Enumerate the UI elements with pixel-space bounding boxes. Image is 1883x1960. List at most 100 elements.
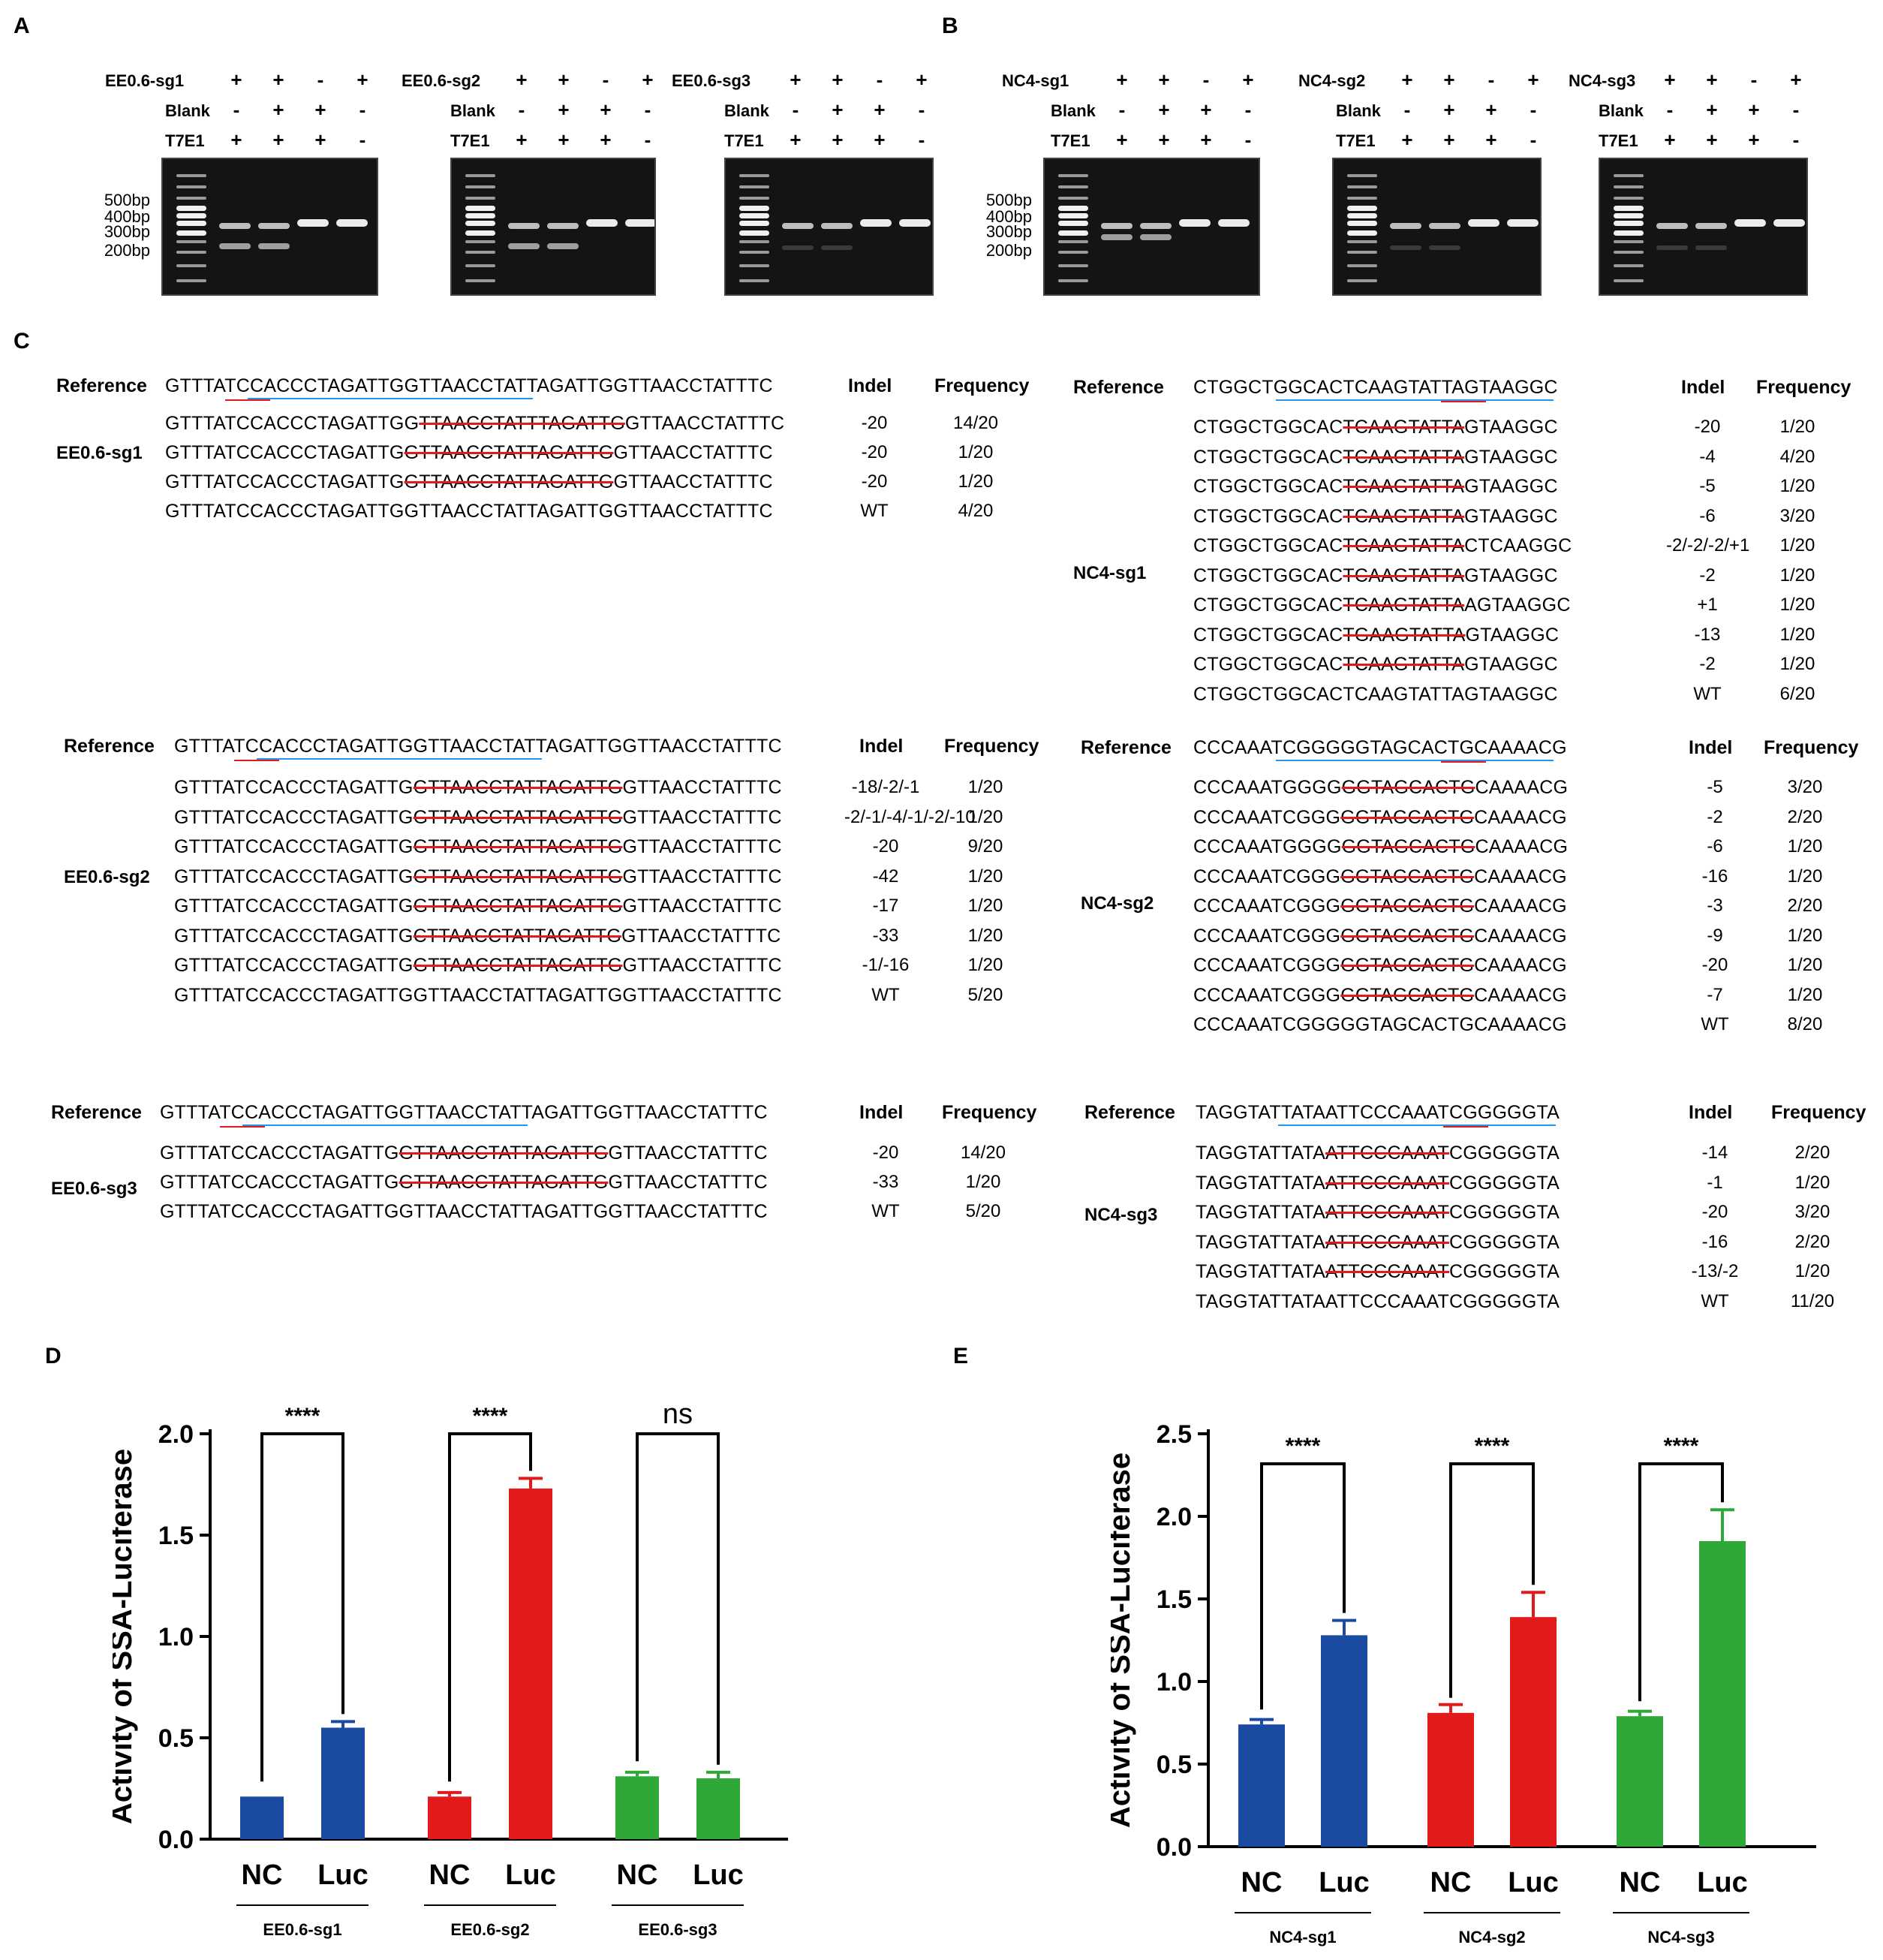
seq-part: CAAAACG	[1474, 925, 1567, 947]
cleaved-band	[547, 243, 579, 249]
frequency-header: Frequency	[944, 736, 1039, 757]
gel-sign: -	[1202, 68, 1210, 91]
seq-part: GTTAACCTATTTC	[613, 471, 773, 492]
ladder-band	[176, 251, 206, 254]
gel-image	[1043, 158, 1260, 296]
seq-part: GTTTATCCACCCTAGATTGG	[165, 413, 420, 434]
cleaved-band	[219, 243, 251, 249]
frequency-value: 1/20	[958, 471, 994, 492]
seq-part: CCCAAATCGGG	[1193, 984, 1341, 1006]
seq-part: GTTTATCCACCCTAGATTG	[174, 955, 414, 976]
ladder-band	[739, 197, 769, 200]
gel-sign: -	[1403, 98, 1411, 121]
allele-sequence: CTGGCTGGCACTCAAGTATTAGTAAGGC	[1193, 654, 1558, 676]
deleted-bases: GTTAACCTATTAGATTG	[413, 866, 623, 887]
y-tick-label: 0.5	[1157, 1751, 1192, 1779]
pam-underline	[234, 760, 279, 761]
indel-value: -4	[1699, 446, 1716, 467]
deleted-bases: TCAAGTATTA	[1343, 654, 1465, 675]
allele-sequence: CTGGCTGGCACTCAAGTATTAGTAAGGC	[1193, 506, 1558, 528]
frequency-value: 1/20	[1779, 654, 1815, 674]
seq-part: GTTTATCCACCCTAGATTG	[160, 1172, 399, 1193]
indel-value: -2/-1/-4/-1/-2/-10	[844, 806, 976, 827]
sample-band	[547, 223, 579, 229]
gel-t7e1-label: T7E1	[1051, 131, 1090, 150]
x-tick-label: Luc	[505, 1859, 556, 1891]
significance-label: ns	[663, 1398, 693, 1430]
seq-part: CAAAACG	[1475, 836, 1569, 857]
seq-part: TAGGTATTATA	[1196, 1261, 1326, 1282]
gel-sign: +	[1790, 68, 1802, 91]
reference-sequence: GTTTATCCACCCTAGATTGGTTAACCTATTAGATTGGTTA…	[174, 736, 782, 757]
y-tick-label: 1.0	[158, 1623, 194, 1651]
frequency-value: 5/20	[965, 1201, 1001, 1221]
seq-part: GTTTATCCACCCTAGATTG	[174, 866, 414, 887]
gel-sign: -	[644, 98, 651, 121]
ladder-band	[739, 251, 769, 254]
guide-underline	[1276, 760, 1554, 761]
guide-underline	[257, 758, 542, 760]
y-axis-label: Activity of SSA-Luciferase	[113, 1449, 138, 1824]
gel-sign: +	[1116, 68, 1128, 91]
allele-sequence: GTTTATCCACCCTAGATTGGTTAACCTATTAGATTGGTTA…	[160, 1201, 768, 1222]
reference-label: Reference	[1084, 1102, 1175, 1123]
frequency-value: 1/20	[1787, 955, 1823, 975]
deleted-bases: GGTAGCACTG	[1341, 836, 1475, 857]
gel-sign: -	[918, 98, 925, 121]
deleted-bases: TGAAGTATTA	[1343, 624, 1466, 646]
allele-sequence: CCCAAATCGGGGGTAGCACTGCAAAACG	[1193, 926, 1567, 947]
gel-sign: +	[1664, 128, 1676, 151]
gel-sign: +	[272, 68, 284, 91]
seq-part: CTGGCTGGCAC	[1193, 476, 1343, 497]
frequency-header: Frequency	[934, 375, 1030, 396]
seq-part: CTGGCTGGCAC	[1193, 565, 1343, 586]
reference-sequence: CTGGCTGGCACTCAAGTATTAGTAAGGC	[1193, 377, 1558, 398]
significance-bracket	[260, 1432, 344, 1782]
faint-band	[1429, 245, 1460, 250]
deleted-bases: ATTCCCAAAT	[1325, 1202, 1449, 1223]
gel-blank-label: Blank	[165, 101, 210, 120]
deleted-bases: GTTAACCTATTAGATTG	[413, 955, 623, 976]
deleted-bases: GGTAGCACTG	[1340, 925, 1475, 947]
gel-sign: +	[832, 128, 844, 151]
ladder-band	[176, 197, 206, 200]
ladder-band	[1347, 185, 1377, 188]
gel-sign: +	[1401, 68, 1413, 91]
frequency-value: 1/20	[1787, 925, 1823, 946]
bar-luc	[1699, 1541, 1746, 1847]
deleted-bases: GGTAGCACTG	[1340, 896, 1475, 917]
seq-part: GTAAGGC	[1464, 565, 1558, 586]
ladder-band	[1614, 174, 1644, 177]
x-tick-label: NC	[242, 1859, 283, 1891]
ladder-band	[176, 206, 206, 211]
allele-sequence: GTTTATCCACCCTAGATTGGTTAACCTATTAGATTGGTTA…	[165, 501, 773, 522]
indel-value: -1/-16	[862, 955, 910, 975]
marker-label: 400bp	[104, 207, 150, 226]
frequency-value: 1/20	[967, 925, 1003, 946]
seq-part: CTCAAGGC	[1464, 535, 1572, 556]
seq-part: CAAAACG	[1474, 866, 1567, 887]
frequency-value: 1/20	[958, 442, 994, 462]
panel-label-e: E	[953, 1344, 969, 1368]
allele-sequence: CTGGCTGGCACTGAAGTATTAGTAAGGC	[1193, 625, 1559, 646]
sample-band	[1101, 223, 1133, 229]
allele-sequence: GTTTATCCACCCTAGATTGCTTAACCTATTAGATTGGTTA…	[174, 926, 781, 947]
gel-sign: +	[516, 128, 528, 151]
gel-sign: +	[1200, 98, 1212, 121]
indel-value: +1	[1697, 595, 1718, 615]
frequency-value: 1/20	[967, 777, 1003, 797]
sample-band	[508, 223, 540, 229]
sample-band	[782, 223, 814, 229]
gel-sign: +	[1443, 68, 1455, 91]
faint-band	[821, 245, 853, 250]
frequency-value: 6/20	[1779, 683, 1815, 704]
seq-part: CGGGGGTA	[1448, 1261, 1560, 1282]
gel-sign: +	[356, 68, 368, 91]
gel-sign: +	[230, 68, 242, 91]
deleted-bases: GTTAACCTATTAGATTG	[404, 442, 614, 463]
guide-underline	[242, 1125, 528, 1126]
sample-band	[1179, 219, 1211, 227]
seq-part: CCCAAATGGGG	[1193, 836, 1342, 857]
gel-image	[1332, 158, 1542, 296]
deleted-bases: TCAAGTATTA	[1343, 476, 1465, 497]
